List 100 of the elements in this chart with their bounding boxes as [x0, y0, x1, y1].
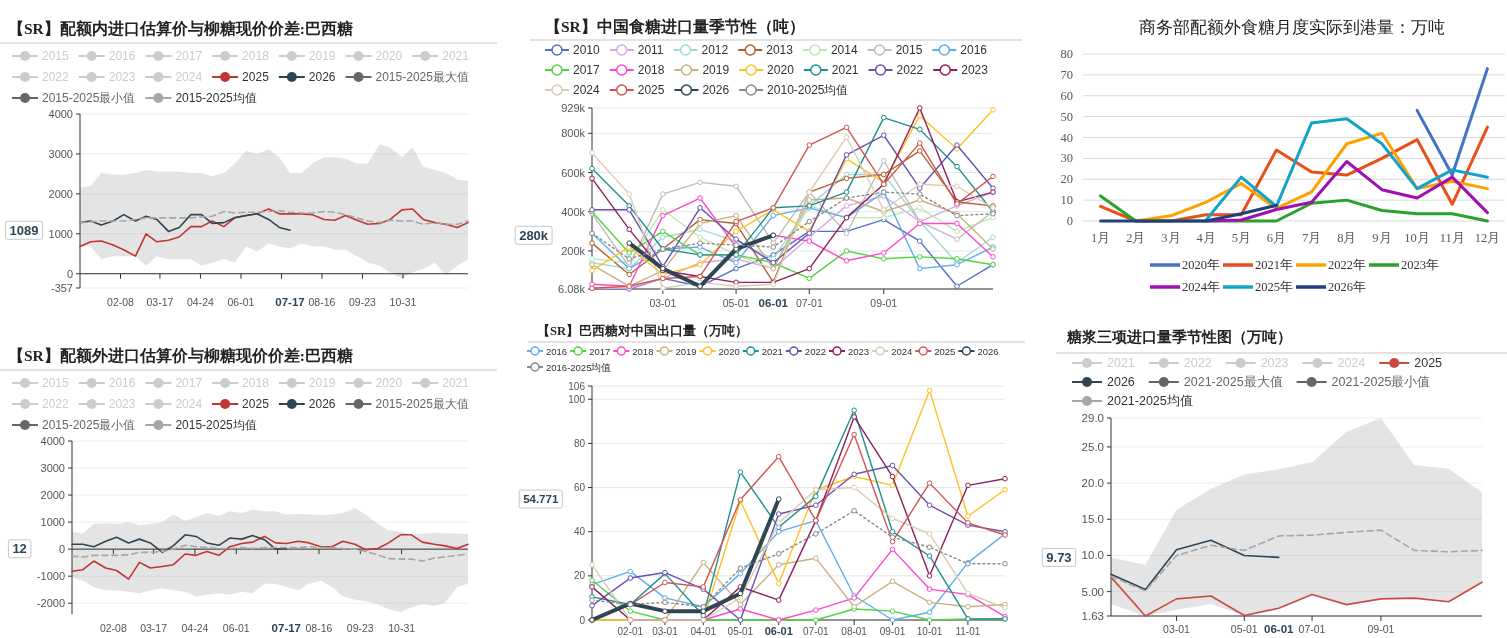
y-tick-label: -2000: [36, 597, 65, 610]
legend-label: 2025: [242, 70, 270, 84]
chart-title: 糖浆三项进口量季节性图（万吨）: [1066, 329, 1292, 345]
y-tick-label: 10: [1060, 193, 1073, 208]
legend-label: 2025: [242, 397, 270, 411]
y-tick-label: 600k: [561, 166, 586, 179]
y-tick-label: 29.0: [1081, 412, 1104, 424]
y-tick-label: 60: [1060, 88, 1073, 103]
legend-label: 2019: [702, 63, 730, 77]
legend-label: 2017: [573, 63, 601, 77]
legend-label: 2021-2025均值: [1107, 394, 1193, 408]
legend-label: 2018: [632, 345, 654, 357]
x-tick-label: 03-17: [140, 622, 168, 634]
y-tick-label: 5.00: [1081, 585, 1104, 598]
x-tick-label: 11-01: [955, 625, 981, 637]
chart-title: 【SR】配额内进口估算价与柳糖现价价差:巴西糖: [8, 19, 353, 37]
y-tick-label: 20: [1060, 172, 1073, 187]
y-tick-label: 20: [573, 570, 586, 582]
legend-label: 2024年: [1182, 280, 1220, 294]
legend-label: 2021年: [1255, 258, 1293, 272]
x-tick-label: 2月: [1126, 231, 1146, 245]
y-tick-label: 4000: [40, 435, 65, 447]
text: 54.771: [523, 493, 559, 506]
y-tick-label: 15.0: [1081, 513, 1104, 526]
y-tick-label: 3000: [40, 462, 65, 475]
legend-label: 2010-2025均值: [767, 83, 849, 97]
legend-label: 2015-2025均值: [175, 418, 257, 432]
x-tick-label: 8月: [1337, 231, 1357, 245]
x-tick-label: 04-24: [187, 296, 215, 308]
legend-label: 2014: [830, 43, 858, 57]
y-tick-label: 1000: [48, 227, 73, 240]
x-tick-label: 10-01: [916, 625, 943, 637]
x-tick-label: 04-01: [690, 625, 717, 637]
y-tick-label: 0: [66, 267, 73, 280]
x-tick-label: 05-01: [722, 297, 750, 309]
legend-label: 2023: [961, 63, 989, 77]
legend-label: 2020: [718, 345, 740, 357]
y-tick-label: 400k: [561, 205, 586, 218]
text: 9.73: [1046, 549, 1072, 565]
x-tick-label: 09-23: [346, 622, 374, 634]
legend-label: 2022: [896, 63, 924, 77]
legend-label: 2022年: [1328, 258, 1366, 272]
legend-label: 2025: [934, 345, 956, 357]
y-tick-label: 2000: [40, 489, 65, 502]
legend-label: 2026: [1107, 375, 1135, 389]
legend-label: 2023年: [1401, 258, 1439, 272]
legend-label: 2010: [573, 43, 601, 57]
x-tick-label: 03-01: [649, 297, 677, 309]
y-tick-label: 80: [573, 437, 586, 449]
y-tick-label: 60: [573, 482, 586, 494]
x-tick-label: 5月: [1231, 231, 1251, 245]
x-tick-label: 06-01: [222, 622, 250, 634]
legend-label: 2026: [308, 397, 336, 411]
legend-label: 2021: [831, 63, 859, 77]
y-tick-label: 10.0: [1081, 549, 1104, 562]
text: 280k: [519, 227, 549, 243]
x-tick-label: 07-01: [795, 297, 823, 309]
x-tick-label: 06-01: [227, 296, 255, 308]
x-tick-label: 02-08: [107, 296, 135, 308]
x-tick-label: 09-01: [870, 297, 898, 309]
y-tick-label: -1000: [36, 570, 65, 583]
legend-label: 2019: [675, 345, 697, 357]
x-tick-label: 09-23: [349, 296, 377, 308]
chart-title: 【SR】中国食糖进口量季节性（吨）: [545, 17, 805, 36]
x-tick-label: 07-01: [803, 625, 830, 637]
x-tick-label: 10-31: [389, 296, 417, 308]
y-tick-label: 800k: [561, 127, 586, 140]
x-tick-label: 02-08: [99, 622, 127, 634]
legend-label: 2025年: [1255, 280, 1293, 294]
y-tick-label: 20.0: [1081, 477, 1104, 490]
x-tick-label: 09-01: [1367, 623, 1395, 635]
legend-label: 2021: [761, 345, 783, 357]
y-tick-label: 3000: [48, 147, 73, 160]
x-tick-label: 05-01: [727, 625, 754, 637]
legend-label: 2015-2025最大值: [375, 70, 469, 84]
x-tick-label: 07-01: [1298, 623, 1326, 635]
x-tick-label: 03-01: [1163, 623, 1191, 635]
legend-label: 2024: [573, 83, 601, 97]
y-tick-label: 40: [573, 526, 586, 538]
y-tick-label: 1000: [40, 516, 65, 529]
x-tick-label: 9月: [1372, 231, 1392, 245]
y-tick-label: 50: [1060, 109, 1073, 124]
y-tick-label: 1.63: [1081, 610, 1104, 622]
chart-title: 【SR】巴西糖对中国出口量（万吨）: [537, 323, 748, 338]
legend-label: 2021-2025最小值: [1331, 375, 1431, 389]
legend-label: 2015-2025最小值: [42, 418, 136, 432]
y-tick-label: 0: [579, 614, 586, 626]
legend-label: 2011: [637, 43, 664, 57]
x-tick-label: 03-01: [652, 625, 679, 637]
x-tick-label: 09-01: [879, 625, 906, 637]
legend-label: 2017: [589, 345, 611, 357]
y-tick-label: 80: [1060, 47, 1073, 61]
y-tick-label: 25.0: [1081, 440, 1104, 453]
legend-label: 2023: [847, 345, 870, 357]
legend-label: 2025: [637, 83, 665, 97]
text: 07-17: [271, 622, 302, 634]
legend-label: 2013: [766, 43, 794, 57]
chart-title: 商务部配额外食糖月度实际到港量：万吨: [1139, 17, 1445, 37]
legend-label: 2026: [702, 83, 730, 97]
x-tick-label: 10-31: [388, 622, 416, 634]
